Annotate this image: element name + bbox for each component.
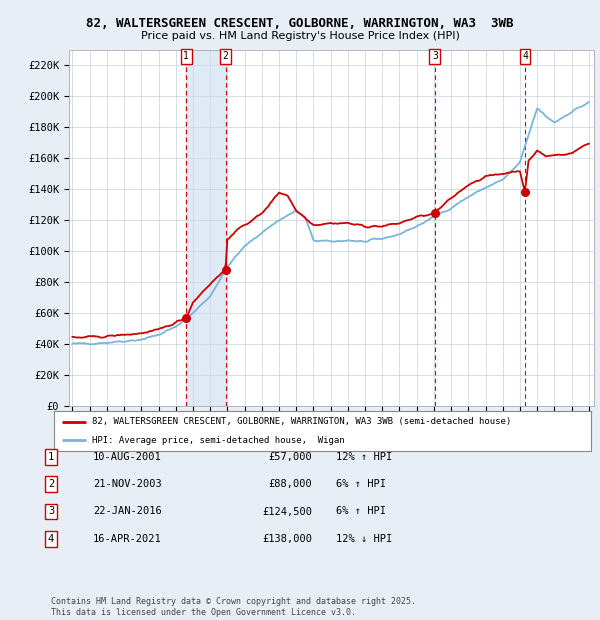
Text: 82, WALTERSGREEN CRESCENT, GOLBORNE, WARRINGTON, WA3  3WB: 82, WALTERSGREEN CRESCENT, GOLBORNE, WAR… [86,17,514,30]
Text: 10-AUG-2001: 10-AUG-2001 [93,452,162,462]
Text: £88,000: £88,000 [268,479,312,489]
Bar [186,50,226,406]
Text: 1: 1 [48,452,54,462]
Text: Contains HM Land Registry data © Crown copyright and database right 2025.
This d: Contains HM Land Registry data © Crown c… [51,598,416,617]
Text: £124,500: £124,500 [262,507,312,516]
Text: 3: 3 [432,51,438,61]
Text: 12% ↓ HPI: 12% ↓ HPI [336,534,392,544]
Text: 2: 2 [223,51,229,61]
Text: 22-JAN-2016: 22-JAN-2016 [93,507,162,516]
Text: £57,000: £57,000 [268,452,312,462]
Text: 6% ↑ HPI: 6% ↑ HPI [336,507,386,516]
Text: 6% ↑ HPI: 6% ↑ HPI [336,479,386,489]
Text: 82, WALTERSGREEN CRESCENT, GOLBORNE, WARRINGTON, WA3 3WB (semi-detached house): 82, WALTERSGREEN CRESCENT, GOLBORNE, WAR… [92,417,511,427]
Text: 4: 4 [522,51,528,61]
Text: 21-NOV-2003: 21-NOV-2003 [93,479,162,489]
Text: 3: 3 [48,507,54,516]
Text: 16-APR-2021: 16-APR-2021 [93,534,162,544]
Text: 4: 4 [48,534,54,544]
Text: Price paid vs. HM Land Registry's House Price Index (HPI): Price paid vs. HM Land Registry's House … [140,31,460,41]
Text: 1: 1 [183,51,189,61]
Text: £138,000: £138,000 [262,534,312,544]
Text: HPI: Average price, semi-detached house,  Wigan: HPI: Average price, semi-detached house,… [92,436,344,445]
Text: 2: 2 [48,479,54,489]
Text: 12% ↑ HPI: 12% ↑ HPI [336,452,392,462]
